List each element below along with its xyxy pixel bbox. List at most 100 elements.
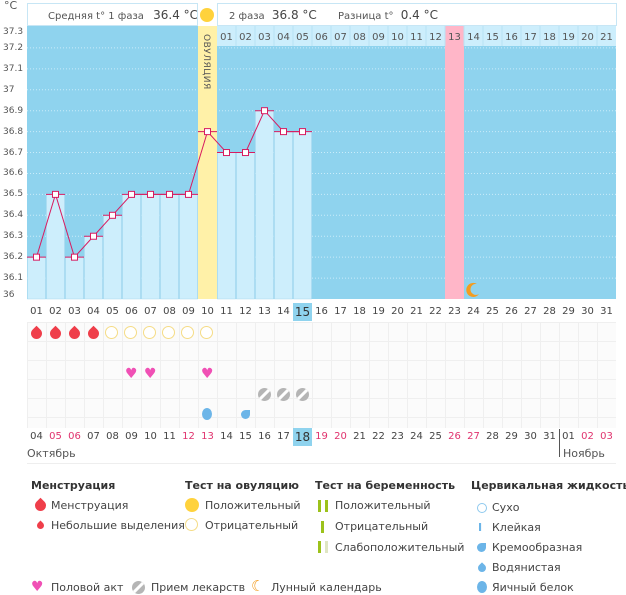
calendar-date[interactable]: 24 xyxy=(410,431,423,442)
cycle-day-label[interactable]: 01 xyxy=(30,306,43,317)
ovulation-negative-icon[interactable] xyxy=(143,326,156,339)
calendar-date[interactable]: 21 xyxy=(353,431,366,442)
legend-cervical-sticky: Клейкая xyxy=(492,521,541,534)
calendar-date[interactable]: 06 xyxy=(68,431,81,442)
calendar-date[interactable]: 31 xyxy=(543,431,556,442)
cycle-day-label[interactable]: 10 xyxy=(201,306,214,317)
temperature-point xyxy=(261,107,268,115)
calendar-date[interactable]: 29 xyxy=(505,431,518,442)
phase2-day-label: 07 xyxy=(334,32,347,43)
ovulation-negative-icon[interactable] xyxy=(124,326,137,339)
cycle-day-label[interactable]: 08 xyxy=(163,306,176,317)
phase2-day-label: 12 xyxy=(429,32,442,43)
ovulation-negative-icon[interactable] xyxy=(162,326,175,339)
calendar-date[interactable]: 05 xyxy=(49,431,62,442)
cycle-day-label[interactable]: 20 xyxy=(391,306,404,317)
cycle-day-label[interactable]: 04 xyxy=(87,306,100,317)
cervical-creamy-icon[interactable] xyxy=(241,410,250,419)
cycle-day-label[interactable]: 27 xyxy=(524,306,537,317)
calendar-date[interactable]: 14 xyxy=(220,431,233,442)
temperature-bar xyxy=(217,152,236,300)
medication-pill-icon[interactable] xyxy=(258,388,271,401)
cycle-day-label[interactable]: 29 xyxy=(562,306,575,317)
calendar-date[interactable]: 16 xyxy=(258,431,271,442)
pregnancy-negative-icon xyxy=(321,521,324,533)
intercourse-heart-icon[interactable]: ♥ xyxy=(144,366,157,382)
calendar-date[interactable]: 08 xyxy=(106,431,119,442)
calendar-date[interactable]: 11 xyxy=(163,431,176,442)
temperature-point xyxy=(242,149,249,157)
legend-moon: Лунный календарь xyxy=(271,581,382,594)
cycle-day-label[interactable]: 23 xyxy=(448,306,461,317)
calendar-date[interactable]: 28 xyxy=(486,431,499,442)
cycle-day-label[interactable]: 24 xyxy=(467,306,480,317)
calendar-date[interactable]: 12 xyxy=(182,431,195,442)
pregnancy-weak-icon-2 xyxy=(325,541,328,553)
calendar-date[interactable]: 10 xyxy=(144,431,157,442)
cycle-day-label[interactable]: 19 xyxy=(372,306,385,317)
calendar-date[interactable]: 13 xyxy=(201,431,214,442)
phase2-day-label: 20 xyxy=(581,32,594,43)
legend-medication: Прием лекарств xyxy=(151,581,246,594)
calendar-date[interactable]: 26 xyxy=(448,431,461,442)
calendar-date[interactable]: 03 xyxy=(600,431,613,442)
cycle-day-label[interactable]: 31 xyxy=(600,306,613,317)
calendar-date[interactable]: 01 xyxy=(562,431,575,442)
cycle-day-label[interactable]: 21 xyxy=(410,306,423,317)
menstruation-drop-icon xyxy=(32,497,49,514)
phase2-day-label: 05 xyxy=(296,32,309,43)
cycle-day-label[interactable]: 13 xyxy=(258,306,271,317)
cycle-day-label[interactable]: 17 xyxy=(334,306,347,317)
y-tick-label: 36.6 xyxy=(3,168,24,179)
cycle-day-label[interactable]: 07 xyxy=(144,306,157,317)
calendar-date[interactable]: 07 xyxy=(87,431,100,442)
calendar-date[interactable]: 25 xyxy=(429,431,442,442)
cycle-day-label[interactable]: 22 xyxy=(429,306,442,317)
phase2-day-label: 19 xyxy=(562,32,575,43)
temperature-point xyxy=(204,128,211,136)
calendar-date[interactable]: 04 xyxy=(30,431,43,442)
calendar-date[interactable]: 30 xyxy=(524,431,537,442)
phase2-day-label: 04 xyxy=(277,32,290,43)
cycle-day-label[interactable]: 09 xyxy=(182,306,195,317)
cycle-day-label[interactable]: 18 xyxy=(353,306,366,317)
calendar-date[interactable]: 20 xyxy=(334,431,347,442)
calendar-date[interactable]: 23 xyxy=(391,431,404,442)
ovulation-negative-icon[interactable] xyxy=(105,326,118,339)
calendar-date[interactable]: 15 xyxy=(239,431,252,442)
cycle-day-label[interactable]: 12 xyxy=(239,306,252,317)
cycle-day-label[interactable]: 06 xyxy=(125,306,138,317)
cycle-day-label[interactable]: 28 xyxy=(543,306,556,317)
ovulation-negative-icon[interactable] xyxy=(200,326,213,339)
cycle-day-label[interactable]: 05 xyxy=(106,306,119,317)
medication-pill-icon[interactable] xyxy=(296,388,309,401)
calendar-date[interactable]: 17 xyxy=(277,431,290,442)
calendar-date[interactable]: 09 xyxy=(125,431,138,442)
cycle-day-label[interactable]: 02 xyxy=(49,306,62,317)
cycle-day-label[interactable]: 30 xyxy=(581,306,594,317)
cycle-day-label[interactable]: 15 xyxy=(293,303,312,321)
symptom-grid[interactable] xyxy=(27,322,616,428)
cycle-day-label[interactable]: 14 xyxy=(277,306,290,317)
ovulation-negative-icon[interactable] xyxy=(181,326,194,339)
medication-pill-icon[interactable] xyxy=(277,388,290,401)
moon-icon xyxy=(466,282,479,297)
calendar-date[interactable]: 22 xyxy=(372,431,385,442)
cervical-eggwhite-icon[interactable] xyxy=(202,408,212,420)
intercourse-heart-icon[interactable]: ♥ xyxy=(201,366,214,382)
legend-cervical-dry: Сухо xyxy=(492,501,520,514)
cycle-day-label[interactable]: 26 xyxy=(505,306,518,317)
cervical-dry-icon xyxy=(477,503,487,513)
phase2-day-label: 17 xyxy=(524,32,537,43)
cycle-day-label[interactable]: 11 xyxy=(220,306,233,317)
cycle-day-label[interactable]: 25 xyxy=(486,306,499,317)
calendar-date[interactable]: 02 xyxy=(581,431,594,442)
cervical-watery-icon xyxy=(476,562,488,574)
cycle-day-label[interactable]: 03 xyxy=(68,306,81,317)
calendar-date[interactable]: 18 xyxy=(293,428,312,446)
temperature-point xyxy=(166,190,173,198)
calendar-date[interactable]: 19 xyxy=(315,431,328,442)
calendar-date[interactable]: 27 xyxy=(467,431,480,442)
cycle-day-label[interactable]: 16 xyxy=(315,306,328,317)
intercourse-heart-icon[interactable]: ♥ xyxy=(125,366,138,382)
